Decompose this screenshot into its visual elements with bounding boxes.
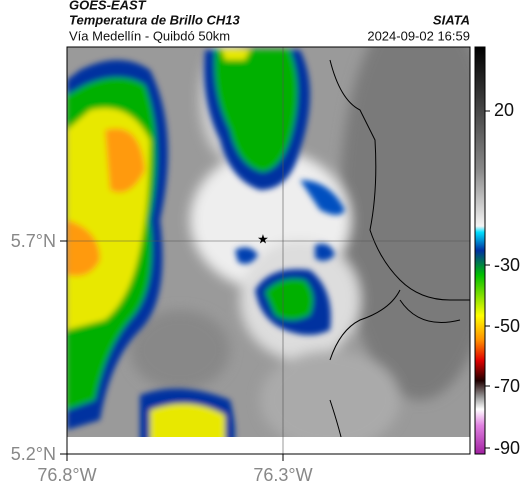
title: GOES-EAST (69, 0, 147, 12)
colorbar-label: 20 (494, 100, 514, 120)
colorbar-label: -90 (494, 438, 520, 458)
colorbar-label: -50 (494, 316, 520, 336)
lat-label: 5.7°N (11, 231, 56, 251)
lat-label: 5.2°N (11, 444, 56, 464)
subtitle: Temperatura de Brillo CH13 (69, 12, 241, 27)
border (329, 59, 470, 301)
timestamp: 2024-09-02 16:59 (367, 28, 470, 43)
satellite-image: ★ (67, 47, 470, 454)
colorbar (474, 46, 486, 455)
location-marker: ★ (257, 231, 269, 246)
colorbar-label: -30 (494, 255, 520, 275)
source: SIATA (433, 12, 470, 27)
lon-label: 76.3°W (253, 465, 312, 485)
region: Vía Medellín - Quibdó 50km (69, 28, 230, 43)
colorbar-label: -70 (494, 376, 520, 396)
lon-label: 76.8°W (37, 465, 96, 485)
map-frame (66, 46, 471, 455)
